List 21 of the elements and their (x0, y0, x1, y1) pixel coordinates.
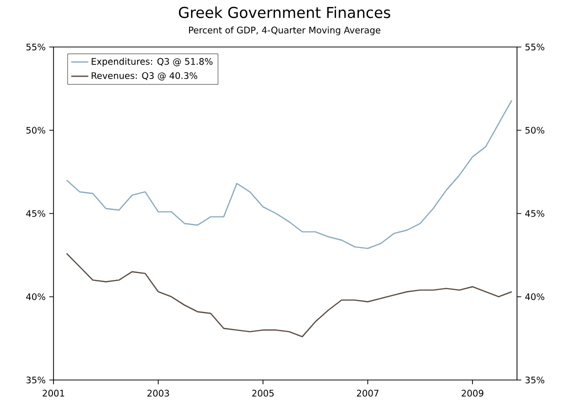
x-tick-label: 2007 (356, 390, 378, 397)
x-tick-label: 2005 (252, 390, 274, 397)
y2-tick-label: 40% (525, 293, 544, 300)
y2-tick-label: 45% (525, 210, 544, 217)
legend-label: Revenues: Q3 @ 40.3% (92, 72, 198, 80)
y-tick-label: 50% (26, 126, 46, 134)
line-series (66, 100, 512, 250)
x-tick-label: 2009 (462, 390, 484, 397)
chart-subtitle: Percent of GDP, 4-Quarter Moving Average (189, 26, 380, 36)
x-tick-label: 2003 (147, 390, 169, 397)
y2-tick-label: 55% (525, 44, 544, 50)
y-tick-label: 55% (26, 44, 46, 50)
y-tick-label: 35% (26, 376, 46, 384)
y-tick-label: 45% (26, 210, 46, 217)
line-series (66, 252, 512, 338)
x-tick-label: 2001 (42, 390, 64, 397)
legend-label: Expenditures: Q3 @ 51.8% (92, 58, 212, 67)
y2-tick-label: 35% (525, 376, 544, 384)
y-tick-label: 40% (26, 293, 46, 300)
y2-tick-label: 50% (525, 126, 544, 134)
chart-title: Greek Government Finances (178, 6, 390, 18)
